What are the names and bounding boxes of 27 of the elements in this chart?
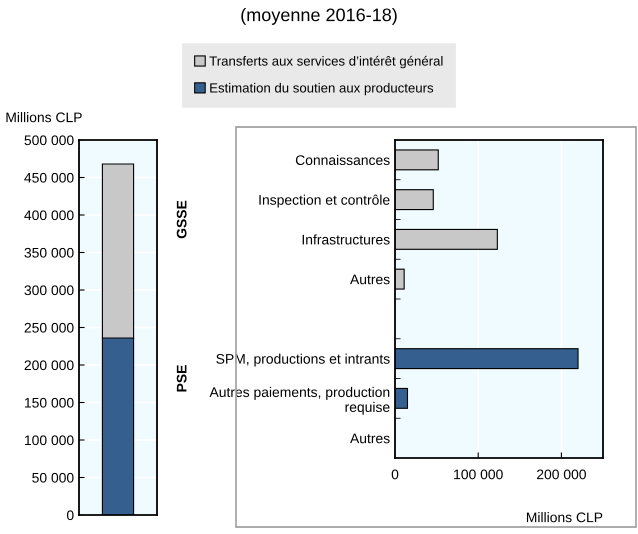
y-tick-label: Infrastructures bbox=[302, 234, 390, 245]
legend-label: Estimation du soutien aux producteurs bbox=[210, 82, 434, 96]
text: PSE bbox=[176, 365, 187, 392]
x-tick-label: 200 000 bbox=[537, 469, 586, 480]
y-tick-label: Autres paiements, production requise bbox=[210, 386, 390, 415]
y-tick-label: 350 000 bbox=[24, 248, 74, 258]
y-tick-label: 0 bbox=[66, 510, 74, 520]
y-tick-label: 300 000 bbox=[24, 285, 74, 296]
y-tick-label: 500 000 bbox=[24, 135, 74, 146]
x-tick-label: 0 bbox=[392, 469, 398, 480]
legend-label: Transferts aux services d’intérêt général bbox=[209, 56, 442, 68]
y-tick-label: 250 000 bbox=[24, 322, 74, 333]
y-tick-label: 400 000 bbox=[24, 210, 74, 220]
y-axis-title: Millions CLP bbox=[6, 112, 82, 122]
x-axis-title: Millions CLP bbox=[526, 512, 602, 522]
y-tick-label: Autres bbox=[350, 434, 390, 444]
y-tick-label: 450 000 bbox=[24, 172, 74, 183]
text: GSSE bbox=[176, 200, 187, 238]
y-tick-label: Autres bbox=[350, 274, 390, 284]
y-tick-label: Connaissances bbox=[296, 154, 390, 166]
y-tick-label: 200 000 bbox=[24, 360, 74, 370]
y-tick-label: 100 000 bbox=[25, 435, 74, 446]
y-tick-label: 50 000 bbox=[32, 472, 74, 483]
x-tick-label: 100 000 bbox=[454, 469, 503, 480]
y-tick-label: Inspection et contrôle bbox=[259, 194, 390, 208]
chart-title: (moyenne 2016-18) bbox=[241, 8, 397, 25]
y-tick-label: 150 000 bbox=[25, 398, 74, 408]
